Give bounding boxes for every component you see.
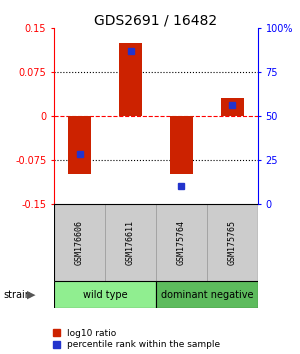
Title: GDS2691 / 16482: GDS2691 / 16482	[94, 13, 218, 27]
Bar	[207, 204, 258, 281]
Text: GSM176606: GSM176606	[75, 220, 84, 265]
Legend: log10 ratio, percentile rank within the sample: log10 ratio, percentile rank within the …	[52, 329, 220, 349]
Bar	[68, 116, 91, 175]
Bar	[105, 204, 156, 281]
Bar	[156, 204, 207, 281]
Bar	[54, 204, 105, 281]
Text: ▶: ▶	[27, 290, 35, 300]
Text: wild type: wild type	[83, 290, 127, 300]
Bar	[221, 98, 244, 116]
Text: GSM175765: GSM175765	[228, 220, 237, 265]
Text: GSM176611: GSM176611	[126, 220, 135, 265]
Bar	[170, 116, 193, 175]
Bar	[54, 281, 156, 308]
Bar	[119, 43, 142, 116]
Bar	[156, 281, 258, 308]
Text: strain: strain	[3, 290, 31, 300]
Text: dominant negative: dominant negative	[161, 290, 253, 300]
Text: GSM175764: GSM175764	[177, 220, 186, 265]
